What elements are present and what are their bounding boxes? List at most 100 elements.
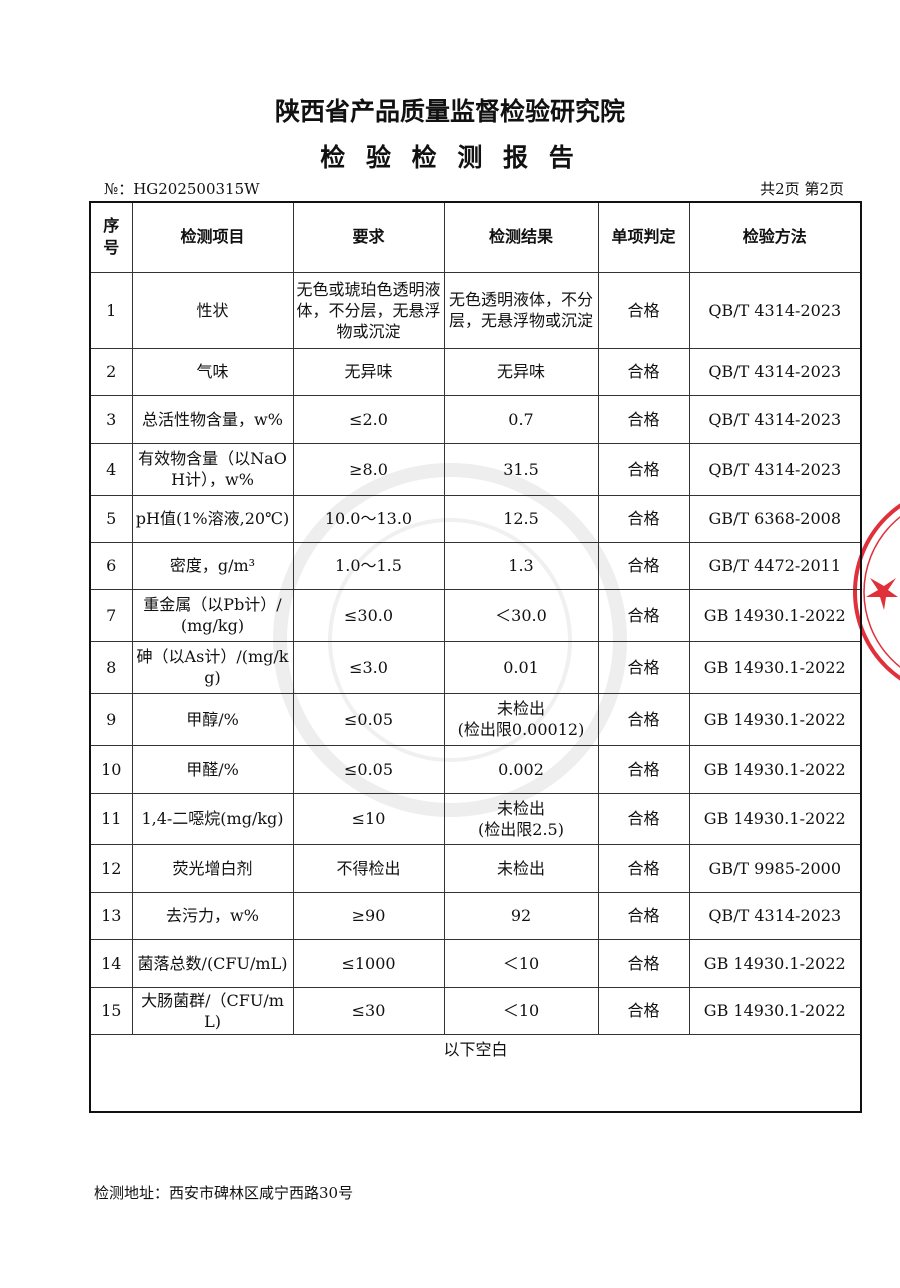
table-cell: GB/T 9985-2000	[688, 843, 862, 893]
table-cell: 有效物含量（以NaOH计），w%	[131, 442, 294, 496]
table-cell: QB/T 4314-2023	[688, 271, 862, 349]
table-cell: 合格	[597, 843, 690, 893]
table-cell: 无色透明液体，不分层，无悬浮物或沉淀	[443, 271, 599, 349]
table-row: 12 荧光增白剂 不得检出 未检出 合格 GB/T 9985-2000	[89, 843, 862, 893]
results-table: 序号 检测项目 要求 检测结果 单项判定 检验方法 1 性状 无色或琥珀色透明液体，不分层，无悬…	[89, 201, 862, 1113]
table-cell: ＜10	[443, 938, 599, 988]
table-cell: 0.01	[443, 640, 599, 694]
table-cell: 10.0～13.0	[292, 494, 445, 543]
table-cell: 未检出 (检出限2.5)	[443, 792, 599, 845]
table-cell: 合格	[597, 692, 690, 746]
table-cell: 1	[89, 271, 133, 349]
table-row: 10 甲醛/% ≤0.05 0.002 合格 GB 14930.1-2022	[89, 744, 862, 794]
table-cell: 5	[89, 494, 133, 543]
table-row: 5 pH值(1%溶液,20℃) 10.0～13.0 12.5 合格 GB/T 6368-2…	[89, 494, 862, 543]
table-row: 6 密度，g/m³ 1.0～1.5 1.3 合格 GB/T 4472-2011	[89, 541, 862, 590]
table-cell: 3	[89, 394, 133, 444]
table-cell: QB/T 4314-2023	[688, 394, 862, 444]
address: 检测地址：西安市碑林区咸宁西路30号	[94, 1184, 354, 1202]
table-cell: 合格	[597, 792, 690, 845]
table-cell: 未检出 (检出限0.00012)	[443, 692, 599, 746]
table-cell: ＜10	[443, 986, 599, 1035]
table-cell: 31.5	[443, 442, 599, 496]
note-row: 以下空白	[89, 1033, 862, 1113]
note-cell: 以下空白	[89, 1033, 862, 1113]
table-cell: 合格	[597, 938, 690, 988]
table-cell: ≤30	[292, 986, 445, 1035]
header-cell: 检验方法	[688, 201, 862, 273]
table-row: 13 去污力，w% ≥90 92 合格 QB/T 4314-2023	[89, 891, 862, 940]
table-row: 14 菌落总数/(CFU/mL) ≤1000 ＜10 合格 GB 14930.1-2022	[89, 938, 862, 988]
table-cell: ＜30.0	[443, 588, 599, 642]
table-cell: ≤0.05	[292, 744, 445, 794]
table-cell: GB 14930.1-2022	[688, 588, 862, 642]
table-cell: ≤30.0	[292, 588, 445, 642]
table-cell: GB 14930.1-2022	[688, 986, 862, 1035]
header-cell: 检测结果	[443, 201, 599, 273]
title: 陕西省产品质量监督检验研究院	[274, 97, 625, 126]
table-cell: 总活性物含量，w%	[131, 394, 294, 444]
table-cell: 砷（以As计）/(mg/kg)	[131, 640, 294, 694]
table-cell: 密度，g/m³	[131, 541, 294, 590]
table-cell: ≤2.0	[292, 394, 445, 444]
table-cell: ≤1000	[292, 938, 445, 988]
table-cell: 13	[89, 891, 133, 940]
table-cell: 无异味	[292, 347, 445, 396]
table-cell: GB 14930.1-2022	[688, 744, 862, 794]
table-row: 8 砷（以As计）/(mg/kg) ≤3.0 0.01 合格 GB 14930.1-202…	[89, 640, 862, 694]
header-cell: 序号	[89, 201, 133, 273]
header-cell: 要求	[292, 201, 445, 273]
table-cell: 合格	[597, 271, 690, 349]
table-row: 4 有效物含量（以NaOH计），w% ≥8.0 31.5 合格 QB/T 4314-202…	[89, 442, 862, 496]
table-cell: 9	[89, 692, 133, 746]
table-cell: 7	[89, 588, 133, 642]
table-cell: 92	[443, 891, 599, 940]
table-cell: 合格	[597, 588, 690, 642]
header-cell: 检测项目	[131, 201, 294, 273]
table-cell: GB/T 4472-2011	[688, 541, 862, 590]
header-cell: 单项判定	[597, 201, 690, 273]
table-cell: 2	[89, 347, 133, 396]
table-cell: 合格	[597, 541, 690, 590]
table-cell: 去污力，w%	[131, 891, 294, 940]
table-cell: 6	[89, 541, 133, 590]
table-cell: pH值(1%溶液,20℃)	[131, 494, 294, 543]
table-row: 2 气味 无异味 无异味 合格 QB/T 4314-2023	[89, 347, 862, 396]
table-cell: 合格	[597, 347, 690, 396]
table-cell: GB 14930.1-2022	[688, 938, 862, 988]
table-cell: 甲醛/%	[131, 744, 294, 794]
table-cell: 8	[89, 640, 133, 694]
table-cell: 14	[89, 938, 133, 988]
table-cell: GB 14930.1-2022	[688, 692, 862, 746]
table-cell: 4	[89, 442, 133, 496]
table-cell: 12	[89, 843, 133, 893]
table-row: 7 重金属（以Pb计）/(mg/kg) ≤30.0 ＜30.0 合格 GB 14930.1…	[89, 588, 862, 642]
table-cell: 合格	[597, 744, 690, 794]
table-row: 9 甲醇/% ≤0.05 未检出 (检出限0.00012) 合格 GB 14930.1-2…	[89, 692, 862, 746]
table-cell: 重金属（以Pb计）/(mg/kg)	[131, 588, 294, 642]
subtitle: 检 验 检 测 报 告	[320, 143, 580, 172]
table-cell: GB/T 6368-2008	[688, 494, 862, 543]
table-cell: 0.002	[443, 744, 599, 794]
table-cell: QB/T 4314-2023	[688, 347, 862, 396]
table-cell: 1,4-二噁烷(mg/kg)	[131, 792, 294, 845]
table-cell: 大肠菌群/（CFU/mL)	[131, 986, 294, 1035]
table-cell: ≤10	[292, 792, 445, 845]
table-cell: 10	[89, 744, 133, 794]
table-row: 3 总活性物含量，w% ≤2.0 0.7 合格 QB/T 4314-2023	[89, 394, 862, 444]
table-cell: 15	[89, 986, 133, 1035]
table-row: 1 性状 无色或琥珀色透明液体，不分层，无悬浮物或沉淀 无色透明液体，不分层，无悬浮物…	[89, 271, 862, 349]
table-cell: 12.5	[443, 494, 599, 543]
table-cell: QB/T 4314-2023	[688, 442, 862, 496]
table-cell: 气味	[131, 347, 294, 396]
table-cell: 1.3	[443, 541, 599, 590]
table-cell: 荧光增白剂	[131, 843, 294, 893]
header-row: 序号 检测项目 要求 检测结果 单项判定 检验方法	[89, 201, 862, 273]
table-cell: 合格	[597, 394, 690, 444]
table-cell: QB/T 4314-2023	[688, 891, 862, 940]
table-cell: GB 14930.1-2022	[688, 792, 862, 845]
table-cell: GB 14930.1-2022	[688, 640, 862, 694]
table-cell: 甲醇/%	[131, 692, 294, 746]
table-cell: 11	[89, 792, 133, 845]
table-cell: 1.0～1.5	[292, 541, 445, 590]
